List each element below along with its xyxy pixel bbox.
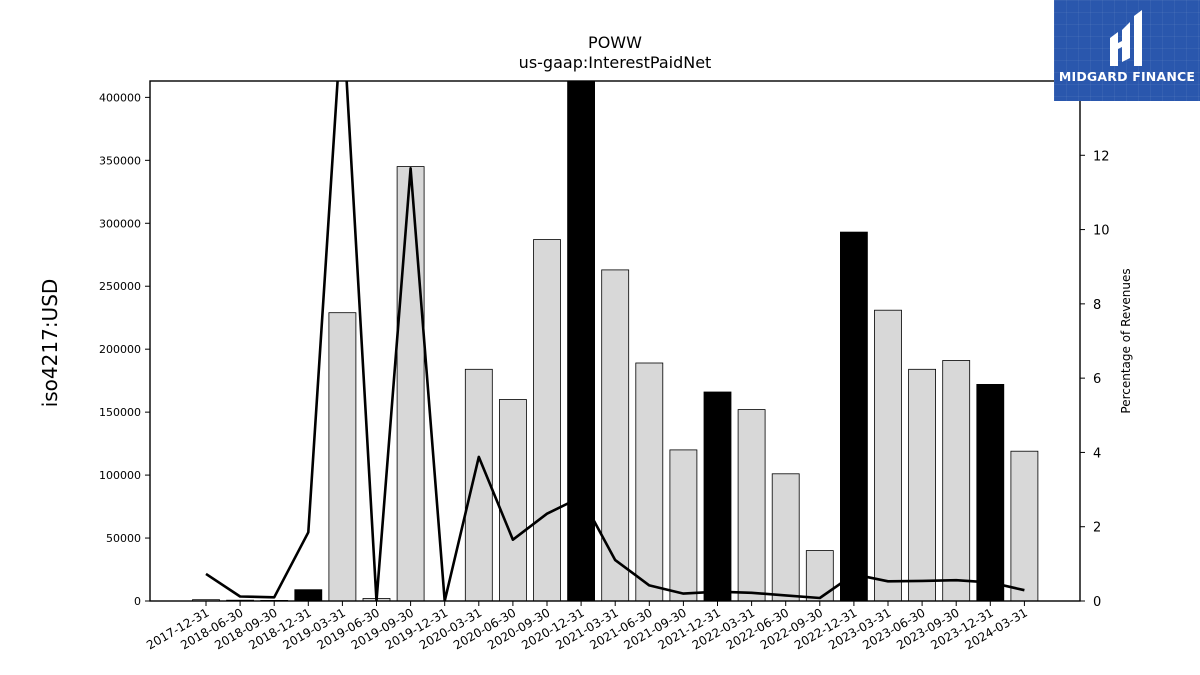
y-tick-label: 150000 [99,406,141,419]
bar-2024-03-31 [1010,450,1039,601]
bar-2020-12-31 [567,81,595,601]
bar-2022-12-31 [840,231,868,601]
bar-2022-09-30 [805,550,834,601]
bar-2018-12-31 [294,589,323,601]
bar-2021-09-30 [669,449,698,601]
y-tick-label: 200000 [99,343,141,356]
y-tick-label: 50000 [106,532,141,545]
chart-title: POWW [588,33,642,52]
bar-2022-06-30 [771,473,800,601]
bar-2023-09-30 [942,360,971,601]
bar-2023-03-31 [874,309,902,601]
logo-text: MIDGARD FINANCE [1058,69,1196,84]
y2-tick-label: 6 [1093,372,1101,387]
y-axis-label: iso4217:USD [38,279,62,408]
bar-2021-03-31 [601,269,630,601]
bar-2020-03-31 [464,368,493,601]
bar-2021-06-30 [635,362,664,601]
y-tick-label: 300000 [99,217,141,230]
y2-tick-label: 8 [1093,298,1101,313]
y2-tick-label: 4 [1093,446,1101,461]
midgard-finance-logo: MIDGARD FINANCE [1054,0,1200,101]
y2-axis-label: Percentage of Revenues [1119,268,1133,413]
y-tick-label: 400000 [99,91,141,104]
y-tick-label: 100000 [99,469,141,482]
bar-2023-06-30 [908,368,936,601]
y2-tick-label: 2 [1093,521,1101,536]
y-tick-label: 250000 [99,280,141,293]
bar-2020-09-30 [533,239,561,601]
bar-2021-12-31 [703,391,732,601]
y2-tick-label: 0 [1093,595,1101,610]
y2-tick-label: 12 [1093,149,1110,164]
percentage-line [205,81,1025,601]
y-tick-label: 0 [134,595,141,608]
bar-2022-03-31 [737,409,766,601]
bar-2020-06-30 [498,399,527,601]
y2-tick-label: 10 [1093,224,1110,239]
bar-2023-12-31 [976,383,1005,601]
bar-2019-09-30 [396,166,425,601]
y-tick-label: 350000 [99,154,141,167]
chart-subtitle: us-gaap:InterestPaidNet [519,53,712,72]
logo-mark-icon [1110,10,1142,66]
bar-2019-03-31 [328,312,357,601]
